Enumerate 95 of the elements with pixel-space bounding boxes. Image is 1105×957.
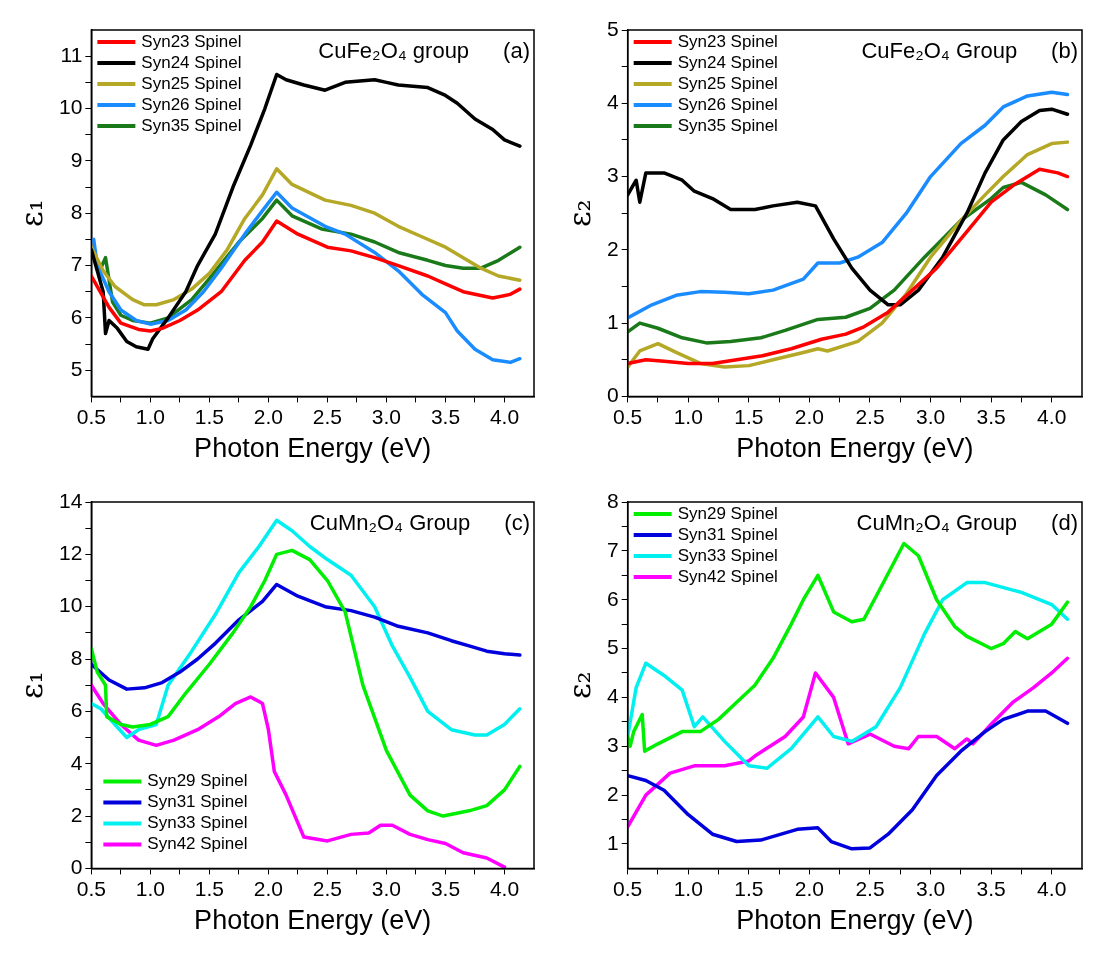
x-tick-label: 4.0 — [1037, 404, 1067, 428]
y-tick-label: 0 — [70, 855, 83, 879]
y-tick-label: 8 — [70, 200, 83, 223]
x-tick-label: 1.0 — [673, 876, 703, 900]
annotation: (a) — [503, 38, 530, 64]
x-tick-label: 1.5 — [734, 876, 764, 900]
x-tick-label: 0.5 — [613, 876, 643, 900]
annotation: CuFe₂O₄ group — [318, 38, 470, 64]
annotation: (d) — [1051, 510, 1078, 536]
legend-label: Syn42 Spinel — [147, 834, 248, 854]
x-tick-label: 2.0 — [253, 876, 284, 900]
y-tick-label: 2 — [606, 781, 619, 805]
legend-label: Syn29 Spinel — [147, 771, 248, 791]
y-tick-label: 7 — [70, 252, 83, 276]
x-tick-label: 3.5 — [976, 876, 1006, 900]
y-axis-title: ε₂ — [561, 199, 597, 227]
y-tick-label: 2 — [606, 236, 619, 260]
y-tick-label: 1 — [606, 830, 619, 854]
y-tick-label: 7 — [606, 537, 619, 561]
x-tick-label: 1.5 — [194, 404, 224, 428]
y-tick-label: 8 — [70, 645, 83, 669]
x-tick-label: 3.5 — [430, 404, 461, 428]
x-tick-label: 2.0 — [794, 404, 825, 428]
x-tick-label: 0.5 — [613, 404, 643, 428]
x-tick-label: 3.0 — [915, 404, 946, 428]
y-axis-title: ε₁ — [13, 671, 49, 699]
annotation: CuFe₂O₄ Group — [861, 38, 1018, 64]
y-tick-label: 4 — [70, 750, 83, 774]
legend-label: Syn29 Spinel — [677, 503, 778, 523]
y-tick-label: 6 — [70, 698, 83, 722]
x-axis-title: Photon Energy (eV) — [736, 433, 974, 464]
y-tick-label: 3 — [606, 733, 619, 757]
x-tick-label: 1.0 — [135, 404, 165, 428]
x-tick-label: 2.5 — [855, 876, 885, 900]
y-tick-label: 2 — [70, 802, 83, 826]
x-tick-label: 1.0 — [135, 876, 165, 900]
x-tick-label: 3.0 — [915, 876, 946, 900]
x-tick-label: 3.0 — [371, 876, 402, 900]
legend-label: Syn33 Spinel — [147, 813, 248, 833]
annotation: CuMn₂O₄ Group — [309, 510, 471, 536]
x-axis-title: Photon Energy (eV) — [194, 905, 432, 936]
y-tick-label: 9 — [70, 147, 83, 171]
x-axis-title: Photon Energy (eV) — [194, 433, 432, 464]
legend-label: Syn35 Spinel — [677, 115, 778, 135]
y-tick-label: 6 — [606, 586, 619, 610]
x-tick-label: 2.5 — [312, 404, 343, 428]
x-tick-label: 2.5 — [855, 404, 885, 428]
x-tick-label: 1.5 — [194, 876, 224, 900]
x-tick-label: 1.0 — [673, 404, 703, 428]
legend-label: Syn24 Spinel — [677, 52, 778, 72]
y-tick-label: 10 — [59, 593, 83, 617]
annotation: CuMn₂O₄ Group — [856, 510, 1018, 536]
legend-label: Syn24 Spinel — [141, 52, 242, 72]
x-tick-label: 3.5 — [976, 404, 1006, 428]
y-tick-label: 5 — [606, 635, 619, 659]
x-tick-label: 4.0 — [489, 404, 520, 428]
legend-label: Syn25 Spinel — [141, 73, 242, 93]
legend-label: Syn23 Spinel — [141, 31, 242, 51]
legend-label: Syn42 Spinel — [677, 566, 778, 586]
y-tick-label: 10 — [59, 95, 83, 119]
legend-label: Syn25 Spinel — [677, 73, 778, 93]
x-tick-label: 3.5 — [430, 876, 461, 900]
annotation: (b) — [1051, 38, 1078, 64]
legend-label: Syn23 Spinel — [677, 31, 778, 51]
y-axis-title: ε₁ — [13, 199, 49, 227]
x-tick-label: 2.0 — [253, 404, 284, 428]
x-tick-label: 2.0 — [794, 876, 825, 900]
y-tick-label: 0 — [606, 383, 619, 407]
x-tick-label: 4.0 — [1037, 876, 1067, 900]
x-axis-title: Photon Energy (eV) — [736, 905, 974, 936]
annotation: (c) — [504, 510, 530, 536]
y-tick-label: 11 — [60, 42, 83, 66]
x-tick-label: 1.5 — [734, 404, 764, 428]
y-tick-label: 1 — [606, 309, 619, 333]
y-axis-title: ε₂ — [561, 671, 597, 699]
x-tick-label: 3.0 — [371, 404, 402, 428]
x-tick-label: 0.5 — [76, 404, 106, 428]
legend-label: Syn33 Spinel — [677, 545, 778, 565]
y-tick-label: 3 — [606, 163, 619, 187]
y-tick-label: 12 — [59, 541, 83, 565]
legend-label: Syn31 Spinel — [677, 524, 778, 544]
legend-label: Syn31 Spinel — [147, 792, 248, 812]
y-tick-label: 5 — [606, 16, 619, 40]
y-tick-label: 8 — [606, 488, 619, 512]
legend-label: Syn26 Spinel — [677, 94, 778, 114]
y-tick-label: 5 — [70, 357, 83, 381]
y-tick-label: 14 — [59, 488, 83, 512]
x-tick-label: 2.5 — [312, 876, 343, 900]
y-tick-label: 6 — [70, 304, 83, 328]
y-tick-label: 4 — [606, 90, 619, 114]
legend-label: Syn35 Spinel — [141, 115, 242, 135]
x-tick-label: 0.5 — [76, 876, 106, 900]
x-tick-label: 4.0 — [489, 876, 520, 900]
y-tick-label: 4 — [606, 684, 619, 708]
legend-label: Syn26 Spinel — [141, 94, 242, 114]
